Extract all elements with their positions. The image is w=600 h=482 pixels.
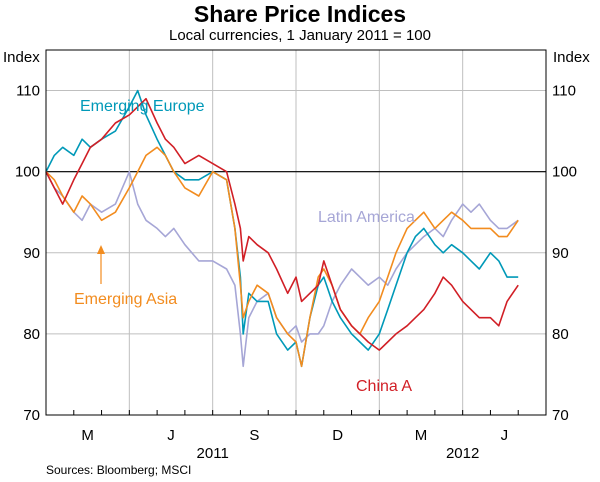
y-tick-labels: 70 70 80 80 90 90 100 100 110 110 — [15, 83, 577, 424]
x-tick-label-J: J — [501, 427, 509, 444]
y-tick-right-100: 100 — [552, 164, 577, 181]
chart-title: Share Price Indices — [194, 1, 406, 27]
y-tick-left-70: 70 — [23, 407, 40, 424]
x-tick-label-M: M — [415, 427, 428, 444]
label-latin-america: Latin America — [318, 209, 415, 226]
y-tick-right-90: 90 — [552, 245, 569, 262]
y-axis-label-right: Index — [553, 49, 590, 66]
label-emerging-asia: Emerging Asia — [74, 291, 177, 308]
x-tick-label-D: D — [332, 427, 343, 444]
year-label-2011: 2011 — [197, 445, 229, 462]
series-line-china-a — [45, 97, 519, 351]
series-line-emerging-europe — [45, 89, 519, 368]
series-lines — [45, 89, 519, 368]
year-label-2012: 2012 — [446, 445, 479, 462]
emerging-asia-arrow-head — [97, 245, 105, 254]
series-line-latin-america — [45, 170, 519, 368]
y-tick-left-90: 90 — [23, 245, 40, 262]
chart-subtitle: Local currencies, 1 January 2011 = 100 — [169, 27, 431, 44]
x-tick-label-S: S — [249, 427, 259, 444]
y-tick-left-100: 100 — [15, 164, 40, 181]
series-line-emerging-asia — [45, 146, 519, 368]
y-axis-label-left: Index — [3, 49, 40, 66]
y-tick-left-80: 80 — [23, 326, 40, 343]
y-tick-right-80: 80 — [552, 326, 569, 343]
year-labels: 2011 2012 — [197, 445, 480, 462]
source-note: Sources: Bloomberg; MSCI — [46, 463, 191, 477]
y-tick-right-70: 70 — [552, 407, 569, 424]
label-emerging-europe: Emerging Europe — [80, 98, 205, 115]
x-tick-label-J: J — [167, 427, 175, 444]
x-tick-label-M: M — [81, 427, 94, 444]
label-china-a: China A — [356, 378, 412, 395]
y-tick-right-110: 110 — [552, 83, 576, 100]
y-tick-left-110: 110 — [16, 83, 40, 100]
